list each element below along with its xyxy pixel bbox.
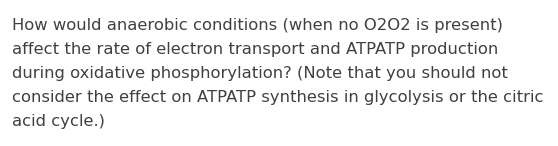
Text: consider the effect on ATPATP synthesis in glycolysis or the citric: consider the effect on ATPATP synthesis … — [12, 90, 543, 105]
Text: How would anaerobic conditions (when no O2O2 is present): How would anaerobic conditions (when no … — [12, 18, 503, 33]
Text: affect the rate of electron transport and ATPATP production: affect the rate of electron transport an… — [12, 42, 498, 57]
Text: during oxidative phosphorylation? (Note that you should not: during oxidative phosphorylation? (Note … — [12, 66, 508, 81]
Text: acid cycle.): acid cycle.) — [12, 114, 105, 129]
